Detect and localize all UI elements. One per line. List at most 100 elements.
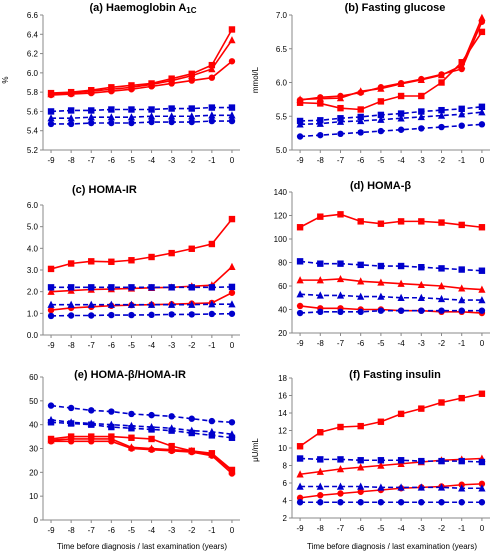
- data-point: [438, 307, 445, 314]
- data-point: [148, 118, 155, 126]
- data-point: [316, 291, 324, 299]
- data-point: [458, 307, 465, 314]
- data-point: [357, 218, 364, 225]
- series-red-square: [47, 215, 236, 273]
- data-point: [357, 499, 364, 506]
- data-point: [228, 26, 236, 33]
- data-point: [67, 284, 75, 291]
- series-line: [51, 29, 233, 94]
- data-point: [128, 119, 135, 127]
- data-point: [188, 415, 195, 422]
- series-red-triangle: [296, 13, 486, 103]
- data-point: [67, 107, 75, 114]
- data-point: [168, 112, 176, 120]
- data-point: [438, 106, 445, 114]
- series-line: [300, 17, 483, 101]
- data-point: [168, 249, 175, 257]
- data-point: [458, 484, 466, 492]
- data-point: [296, 494, 304, 502]
- panel-title: (d) HOMA-β: [350, 180, 411, 192]
- data-point: [296, 258, 304, 265]
- x-tick-label: -2: [438, 339, 446, 348]
- series-blue-triangle: [296, 482, 486, 492]
- data-point: [377, 461, 385, 469]
- data-point: [377, 292, 385, 300]
- panel-title: (a) Haemoglobin A1C: [90, 2, 197, 15]
- data-point: [188, 118, 195, 126]
- data-point: [458, 122, 465, 129]
- y-tick-label: 60: [29, 373, 38, 382]
- data-point: [208, 104, 216, 111]
- data-point: [87, 113, 95, 121]
- data-point: [478, 108, 486, 116]
- data-point: [478, 480, 486, 488]
- panel-title: (b) Fasting glucose: [345, 2, 446, 14]
- data-point: [47, 120, 55, 128]
- data-point: [437, 483, 446, 491]
- data-point: [478, 296, 486, 304]
- data-point: [88, 407, 95, 414]
- data-point: [478, 267, 486, 274]
- data-point: [67, 438, 75, 445]
- data-point: [168, 311, 175, 318]
- panel-6: (f) Fasting insulin 2 4 6 8 10 12 14 16 18 -9 -8 -7 -…: [251, 369, 490, 533]
- data-point: [478, 499, 486, 506]
- series-line: [50, 421, 233, 439]
- data-point: [208, 284, 216, 291]
- data-point: [228, 36, 236, 44]
- y-tick-label: 8: [283, 462, 288, 471]
- series-red-circle: [296, 18, 486, 104]
- data-point: [397, 457, 405, 464]
- series-blue-triangle: [296, 290, 486, 304]
- data-point: [397, 110, 405, 117]
- data-point: [478, 18, 486, 25]
- data-point: [437, 282, 446, 290]
- data-point: [208, 417, 216, 425]
- x-tick-label: -8: [317, 156, 325, 165]
- data-point: [88, 284, 95, 291]
- y-tick-label: 5.5: [276, 112, 288, 121]
- y-tick-label: 80: [278, 259, 287, 268]
- data-point: [188, 245, 195, 252]
- data-point: [417, 483, 425, 491]
- data-point: [317, 492, 324, 499]
- x-tick-label: -7: [337, 524, 345, 533]
- data-point: [478, 307, 486, 314]
- data-point: [397, 126, 405, 133]
- x-tick-label: -8: [317, 339, 325, 348]
- data-point: [418, 92, 425, 100]
- data-point: [168, 447, 175, 455]
- data-point: [336, 274, 345, 283]
- series-line: [299, 260, 482, 272]
- data-point: [397, 279, 405, 287]
- data-point: [417, 112, 425, 121]
- series-red-square: [296, 211, 486, 231]
- series-line: [299, 213, 483, 229]
- data-point: [108, 311, 115, 319]
- data-point: [397, 79, 405, 87]
- data-point: [188, 429, 195, 437]
- series-line: [300, 485, 482, 490]
- data-point: [148, 311, 155, 319]
- data-point: [108, 408, 115, 415]
- data-point: [107, 113, 115, 121]
- x-tick-label: 0: [480, 524, 485, 533]
- x-tick-label: 0: [480, 156, 485, 165]
- series-blue-circle: [296, 499, 486, 506]
- data-point: [147, 300, 156, 308]
- data-point: [147, 112, 156, 120]
- y-tick-label: 40: [278, 306, 287, 315]
- x-tick-label: -4: [148, 341, 156, 350]
- data-point: [478, 285, 486, 293]
- data-point: [336, 291, 345, 299]
- panel-4: (d) HOMA-β 20 40 60 80 100 120 140 -9 -8 -7 -6 -5 -4 -…: [274, 180, 490, 348]
- data-point: [47, 306, 55, 314]
- data-point: [418, 218, 425, 225]
- data-point: [128, 284, 135, 291]
- data-point: [188, 300, 196, 308]
- x-tick-label: -1: [208, 341, 216, 350]
- y-tick-label: 5.0: [27, 223, 39, 232]
- data-point: [128, 434, 135, 441]
- data-point: [397, 483, 405, 491]
- data-point: [188, 112, 196, 120]
